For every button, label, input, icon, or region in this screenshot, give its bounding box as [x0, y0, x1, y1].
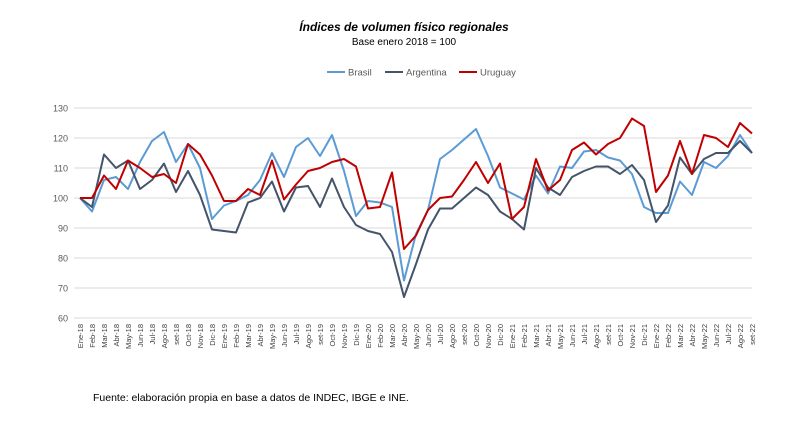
- x-tick-label: Jul-19: [292, 324, 301, 344]
- x-tick-label: Mar-22: [676, 324, 685, 348]
- x-tick-label: Abr-18: [112, 324, 121, 347]
- x-tick-label: Ene-22: [652, 324, 661, 348]
- x-tick-label: Mar-18: [100, 324, 109, 348]
- x-tick-label: Abr-21: [544, 324, 553, 347]
- x-axis: Ene-18 Feb-18 Mar-18 Abr-18 May-18 Jun-18 Jul-…: [76, 324, 757, 349]
- x-tick-label: Ene-21: [508, 324, 517, 348]
- y-tick-label: 110: [54, 164, 68, 174]
- x-tick-label: Dic-19: [352, 324, 361, 346]
- x-tick-label: Mar-21: [532, 324, 541, 348]
- x-tick-label: Ago-18: [160, 324, 169, 348]
- x-tick-label: set-21: [604, 324, 613, 345]
- x-tick-label: Mar-20: [388, 324, 397, 348]
- x-tick-label: Abr-19: [256, 324, 265, 347]
- x-tick-label: Feb-20: [376, 324, 385, 348]
- y-tick-label: 60: [58, 314, 68, 324]
- x-tick-label: set-22: [748, 324, 757, 345]
- x-tick-label: Jun-21: [568, 324, 577, 347]
- x-tick-label: Ene-20: [364, 324, 373, 348]
- x-tick-label: Oct-21: [616, 324, 625, 347]
- x-tick-label: Feb-22: [664, 324, 673, 348]
- x-tick-label: Ago-21: [592, 324, 601, 348]
- x-tick-label: Oct-18: [184, 324, 193, 347]
- y-axis: 60 70 80 90 100 110 120 130: [53, 104, 68, 324]
- x-tick-label: Nov-21: [628, 324, 637, 348]
- x-tick-label: May-19: [268, 324, 277, 349]
- y-tick-label: 120: [53, 134, 68, 144]
- x-tick-label: Jun-20: [424, 324, 433, 347]
- legend: Brasil Argentina Uruguay: [327, 68, 516, 79]
- chart-subtitle: Base enero 2018 = 100: [351, 37, 457, 48]
- x-tick-label: May-22: [700, 324, 709, 349]
- x-tick-label: Oct-19: [328, 324, 337, 347]
- x-tick-label: Nov-20: [484, 324, 493, 348]
- x-tick-label: Abr-22: [688, 324, 697, 347]
- y-tick-label: 100: [53, 194, 68, 204]
- legend-label-argentina: Argentina: [406, 68, 447, 79]
- x-tick-label: Dic-20: [496, 324, 505, 346]
- x-tick-label: Jul-22: [724, 324, 733, 344]
- chart-title: Índices de volumen físico regionales: [299, 20, 509, 34]
- source-note: Fuente: elaboración propia en base a dat…: [93, 392, 409, 404]
- x-tick-label: Dic-18: [208, 324, 217, 346]
- y-tick-label: 130: [53, 104, 68, 114]
- series-line-argentina: [79, 140, 753, 298]
- x-tick-label: Nov-19: [340, 324, 349, 348]
- x-tick-label: set-19: [316, 324, 325, 345]
- x-tick-label: Feb-21: [520, 324, 529, 348]
- x-tick-label: Oct-20: [472, 324, 481, 347]
- y-tick-label: 90: [58, 224, 68, 234]
- x-tick-label: Dic-21: [640, 324, 649, 346]
- x-tick-label: Ago-20: [448, 324, 457, 348]
- x-tick-label: Jun-19: [280, 324, 289, 347]
- gridlines: [74, 107, 752, 319]
- x-tick-label: Ene-19: [220, 324, 229, 348]
- x-tick-label: Abr-20: [400, 324, 409, 347]
- x-tick-label: Feb-19: [232, 324, 241, 348]
- x-tick-label: May-21: [556, 324, 565, 349]
- series-line-uruguay: [80, 117, 753, 250]
- x-tick-label: Jul-21: [580, 324, 589, 344]
- x-tick-label: Ene-18: [76, 324, 85, 348]
- x-tick-label: Jul-18: [148, 324, 157, 344]
- x-tick-label: Jun-18: [136, 324, 145, 347]
- legend-label-uruguay: Uruguay: [480, 68, 516, 79]
- x-tick-label: May-20: [412, 324, 421, 349]
- x-tick-label: Feb-18: [88, 324, 97, 348]
- series-lines: [79, 117, 753, 298]
- x-tick-label: Ago-19: [304, 324, 313, 348]
- x-tick-label: Mar-19: [244, 324, 253, 348]
- x-tick-label: May-18: [124, 324, 133, 349]
- x-tick-label: Jun-22: [712, 324, 721, 347]
- x-tick-label: set-20: [460, 324, 469, 345]
- y-tick-label: 80: [58, 254, 68, 264]
- x-tick-label: Jul-20: [436, 324, 445, 344]
- x-tick-label: Ago-22: [736, 324, 745, 348]
- x-tick-label: Nov-18: [196, 324, 205, 348]
- x-tick-label: set-18: [172, 324, 181, 345]
- y-tick-label: 70: [58, 284, 68, 294]
- legend-label-brasil: Brasil: [348, 68, 372, 79]
